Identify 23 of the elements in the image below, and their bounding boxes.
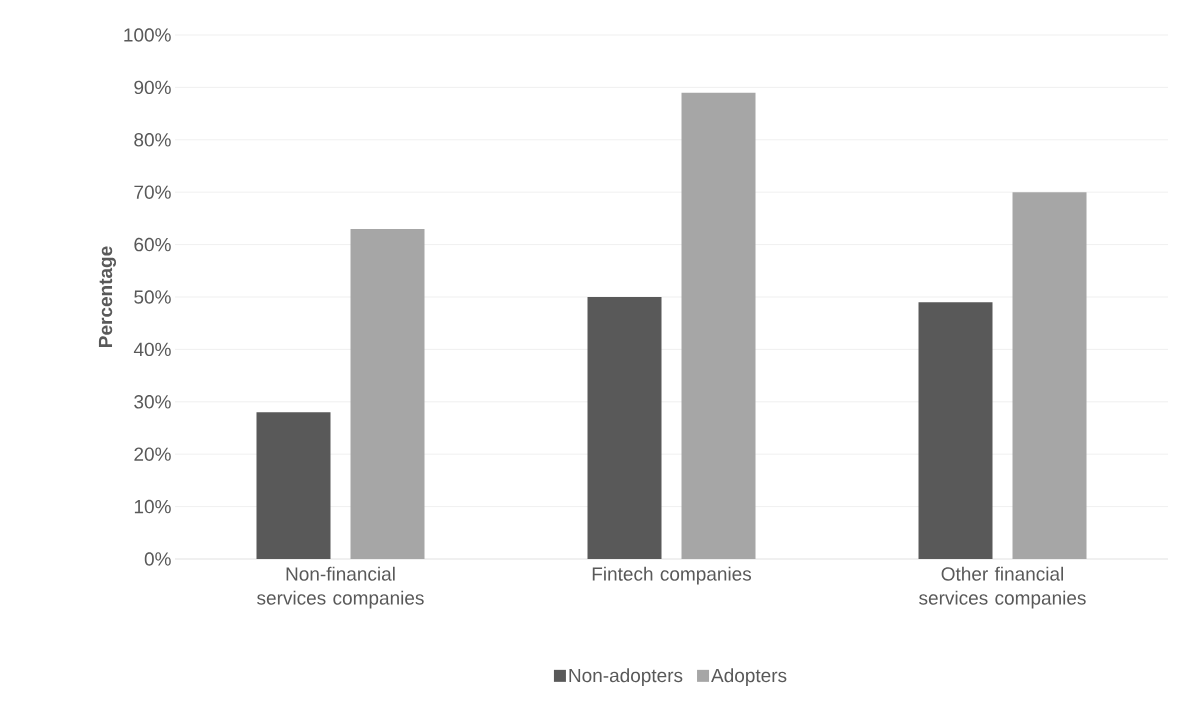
x-tick-label: Non-financial services companies xyxy=(257,566,424,609)
bar xyxy=(587,297,662,559)
y-tick-label: 0% xyxy=(144,552,171,566)
y-tick-label: 60% xyxy=(134,237,171,252)
legend-label: Non-adopters xyxy=(569,668,683,686)
x-tick-label: Other financial services companies xyxy=(919,566,1086,609)
bar xyxy=(1012,192,1087,559)
y-tick-label: 20% xyxy=(134,447,171,461)
y-tick-label: 10% xyxy=(134,499,171,514)
y-tick-label: 30% xyxy=(134,395,171,409)
y-tick-label: 40% xyxy=(133,342,171,357)
y-tick-label: 80% xyxy=(134,133,171,147)
bar xyxy=(350,228,425,559)
bar xyxy=(256,412,331,559)
x-tick-label: Fintech companies xyxy=(592,566,752,585)
y-tick-label: 90% xyxy=(134,80,171,95)
y-tick-label: 50% xyxy=(134,290,171,304)
y-tick-label: 100% xyxy=(124,28,171,42)
legend-label: Adopters xyxy=(711,668,787,686)
y-tick-label: 70% xyxy=(134,185,171,199)
bar xyxy=(918,302,993,559)
bar xyxy=(681,92,756,559)
y-axis-title: Percentage xyxy=(98,246,117,347)
